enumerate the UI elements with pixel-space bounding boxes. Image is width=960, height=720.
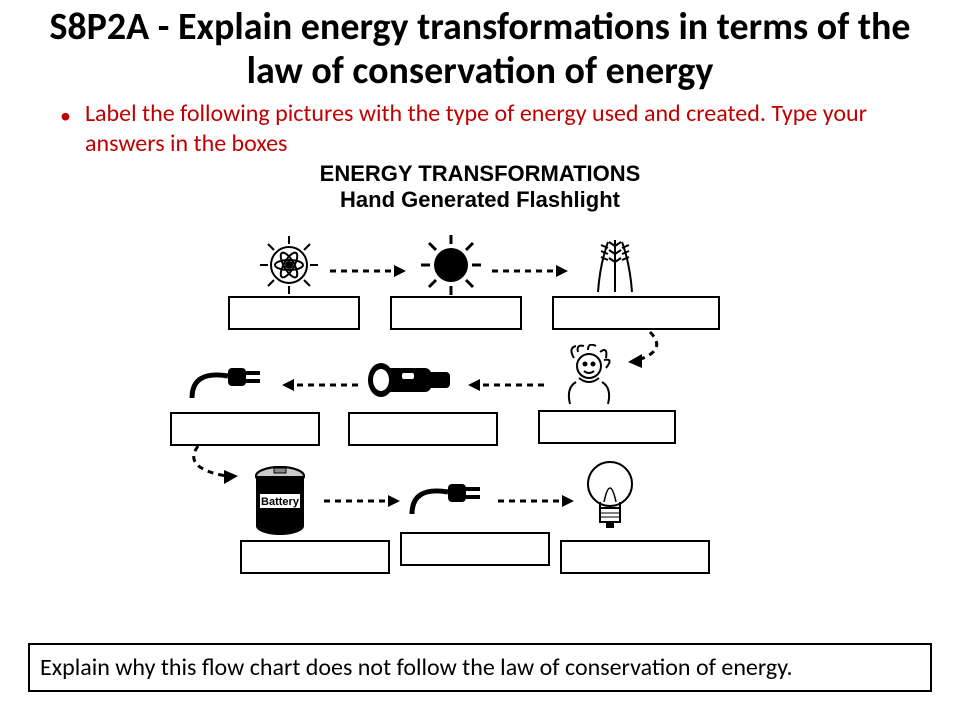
answer-box[interactable] xyxy=(170,412,320,446)
diagram-heading: ENERGY TRANSFORMATIONS Hand Generated Fl… xyxy=(0,161,960,212)
lightbulb-icon xyxy=(580,458,640,541)
plug-icon xyxy=(408,474,488,529)
answer-box[interactable] xyxy=(538,410,676,444)
arrow-right-icon xyxy=(322,494,402,502)
plug-icon xyxy=(188,358,268,413)
arrow-curve-down-icon xyxy=(620,330,680,375)
arrow-right-icon xyxy=(328,264,408,272)
explain-question-box[interactable]: Explain why this flow chart does not fol… xyxy=(28,643,932,692)
diagram-heading-line2: Hand Generated Flashlight xyxy=(0,187,960,212)
slide: S8P2A - Explain energy transformations i… xyxy=(0,0,960,720)
answer-box[interactable] xyxy=(390,296,522,330)
instruction-bullet: • Label the following pictures with the … xyxy=(0,93,960,159)
answer-box[interactable] xyxy=(228,296,360,330)
arrow-left-icon xyxy=(280,378,360,386)
energy-flow-diagram: Battery xyxy=(140,240,820,600)
sun-icon xyxy=(420,234,482,301)
bullet-dot-icon: • xyxy=(60,105,71,127)
arrow-right-icon xyxy=(496,494,576,502)
arrow-curve-down-icon xyxy=(180,444,250,493)
explain-question-text: Explain why this flow chart does not fol… xyxy=(40,653,793,682)
nuclear-sun-icon xyxy=(258,234,320,301)
answer-box[interactable] xyxy=(400,532,550,566)
instruction-text: Label the following pictures with the ty… xyxy=(85,99,920,159)
answer-box[interactable] xyxy=(348,412,498,446)
arrow-right-icon xyxy=(490,264,570,272)
answer-box[interactable] xyxy=(560,540,710,574)
flashlight-icon xyxy=(366,350,458,411)
answer-box[interactable] xyxy=(552,296,720,330)
arrow-left-icon xyxy=(466,378,546,386)
battery-icon: Battery xyxy=(248,464,312,543)
wheat-icon xyxy=(580,234,650,301)
svg-text:Battery: Battery xyxy=(261,496,300,508)
person-icon xyxy=(554,344,624,419)
page-title: S8P2A - Explain energy transformations i… xyxy=(0,0,960,93)
diagram-heading-line1: ENERGY TRANSFORMATIONS xyxy=(0,161,960,186)
answer-box[interactable] xyxy=(240,540,390,574)
